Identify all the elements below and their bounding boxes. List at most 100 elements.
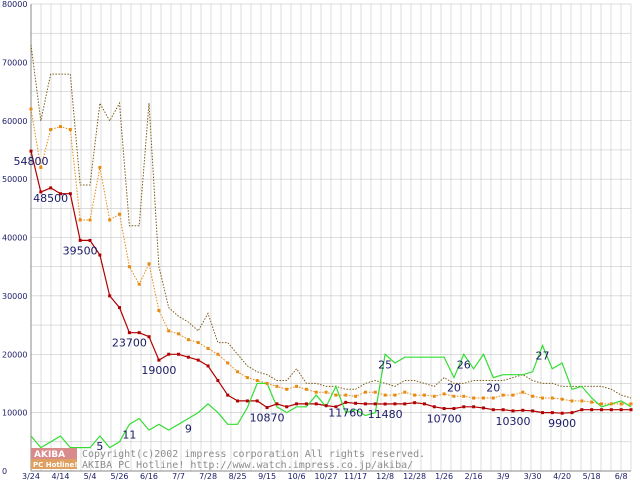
series-point-orange_dotted [413,393,417,397]
series-point-orange_dotted [590,400,594,404]
series-point-red_solid [88,238,92,242]
logo-bottom-text: PC Hotline! [33,461,77,469]
series-point-red_solid [560,411,564,415]
series-point-red_solid [304,402,308,406]
series-point-orange_dotted [49,128,53,132]
series-point-red_solid [147,335,151,339]
series-point-red_solid [324,404,328,408]
series-point-red_solid [540,411,544,415]
x-tick-label: 5/18 [583,472,601,480]
x-tick-label: 3/30 [524,472,542,480]
series-point-red_solid [432,405,436,409]
data-label: 10300 [495,415,530,428]
y-tick-label: 0 [2,467,7,476]
series-point-red_solid [570,411,574,415]
series-point-orange_dotted [580,399,584,403]
series-point-orange_dotted [186,338,190,342]
y-tick-label: 80000 [2,0,27,9]
data-label: 9900 [548,417,576,430]
x-tick-label: 3/24 [22,472,40,480]
copyright-line-2: AKIBA PC Hotline! http://www.watch.impre… [82,460,413,471]
series-point-orange_dotted [560,397,564,401]
series-point-red_solid [619,408,623,412]
series-point-orange_dotted [265,381,269,385]
series-point-orange_dotted [245,376,249,380]
x-tick-label: 3/9 [497,472,510,480]
x-tick-label: 6/16 [140,472,158,480]
data-label: 9 [185,422,192,435]
series-point-red_solid [206,364,210,368]
data-label: 54800 [14,155,49,168]
series-point-orange_dotted [88,218,92,222]
series-point-red_solid [78,238,82,242]
series-point-red_solid [344,400,348,404]
data-label: 48500 [33,192,68,205]
series-point-orange_dotted [373,390,377,394]
x-tick-label: 12/28 [403,472,426,480]
series-point-red_solid [196,358,200,362]
data-labels: 54800 48500 39500 23700 19000 10870 11760 11480… [14,155,577,459]
series-point-orange_dotted [344,393,348,397]
series-point-red_solid [599,408,603,412]
series-point-red_solid [226,393,230,397]
copyright-line-1: Copyright(c)2002 impress corporation All… [82,449,425,460]
series-point-orange_dotted [29,107,33,111]
x-tick-label: 10/6 [288,472,306,480]
series-point-orange_dotted [599,402,603,406]
y-axis-ticks: 0 10000 20000 30000 40000 50000 60000 70000 8000… [2,0,27,476]
data-label: 20 [447,382,461,395]
data-label: 27 [535,349,549,362]
series-point-orange_dotted [481,396,485,400]
series-point-red_solid [373,402,377,406]
series-point-orange_dotted [206,346,210,350]
data-label: 25 [378,358,392,371]
series-line-red_solid [30,150,631,414]
series-point-orange_dotted [570,399,574,403]
x-tick-label: 5/26 [111,472,129,480]
series-point-orange_dotted [550,396,554,400]
y-tick-label: 70000 [2,58,27,67]
data-label: 11480 [368,408,403,421]
series-lines [30,44,632,449]
y-tick-label: 50000 [2,175,27,184]
logo-top-block [31,448,77,459]
y-tick-label: 30000 [2,292,27,301]
series-point-orange_dotted [462,394,466,398]
x-tick-label: 11/17 [344,472,367,480]
y-tick-label: 40000 [2,234,27,243]
x-tick-label: 9/15 [258,472,276,480]
series-point-orange_dotted [491,396,495,400]
series-point-red_solid [285,405,289,409]
series-point-red_solid [511,409,515,413]
series-point-red_solid [255,399,259,403]
series-point-orange_dotted [68,128,72,132]
series-point-red_solid [295,402,299,406]
series-point-orange_dotted [531,394,535,398]
series-point-orange_dotted [118,212,122,216]
series-point-orange_dotted [324,390,328,394]
data-label: 39500 [63,244,98,257]
series-point-orange_dotted [501,393,505,397]
series-point-red_solid [472,405,476,409]
series-point-red_solid [167,352,171,356]
series-point-red_solid [275,402,279,406]
x-tick-label: 12/8 [376,472,394,480]
series-point-red_solid [580,408,584,412]
series-point-orange_dotted [177,332,181,336]
series-point-orange_dotted [196,341,200,345]
series-point-orange_dotted [167,329,171,333]
series-point-orange_dotted [422,393,426,397]
series-point-red_solid [521,408,525,412]
series-point-orange_dotted [157,308,161,312]
series-point-orange_dotted [393,393,397,397]
x-tick-label: 4/14 [52,472,70,480]
series-point-red_solid [59,192,63,196]
series-point-red_solid [68,192,72,196]
series-point-orange_dotted [609,402,613,406]
series-point-orange_dotted [147,262,151,266]
series-point-red_solid [39,190,43,194]
series-point-orange_dotted [304,387,308,391]
series-point-red_solid [481,406,485,410]
